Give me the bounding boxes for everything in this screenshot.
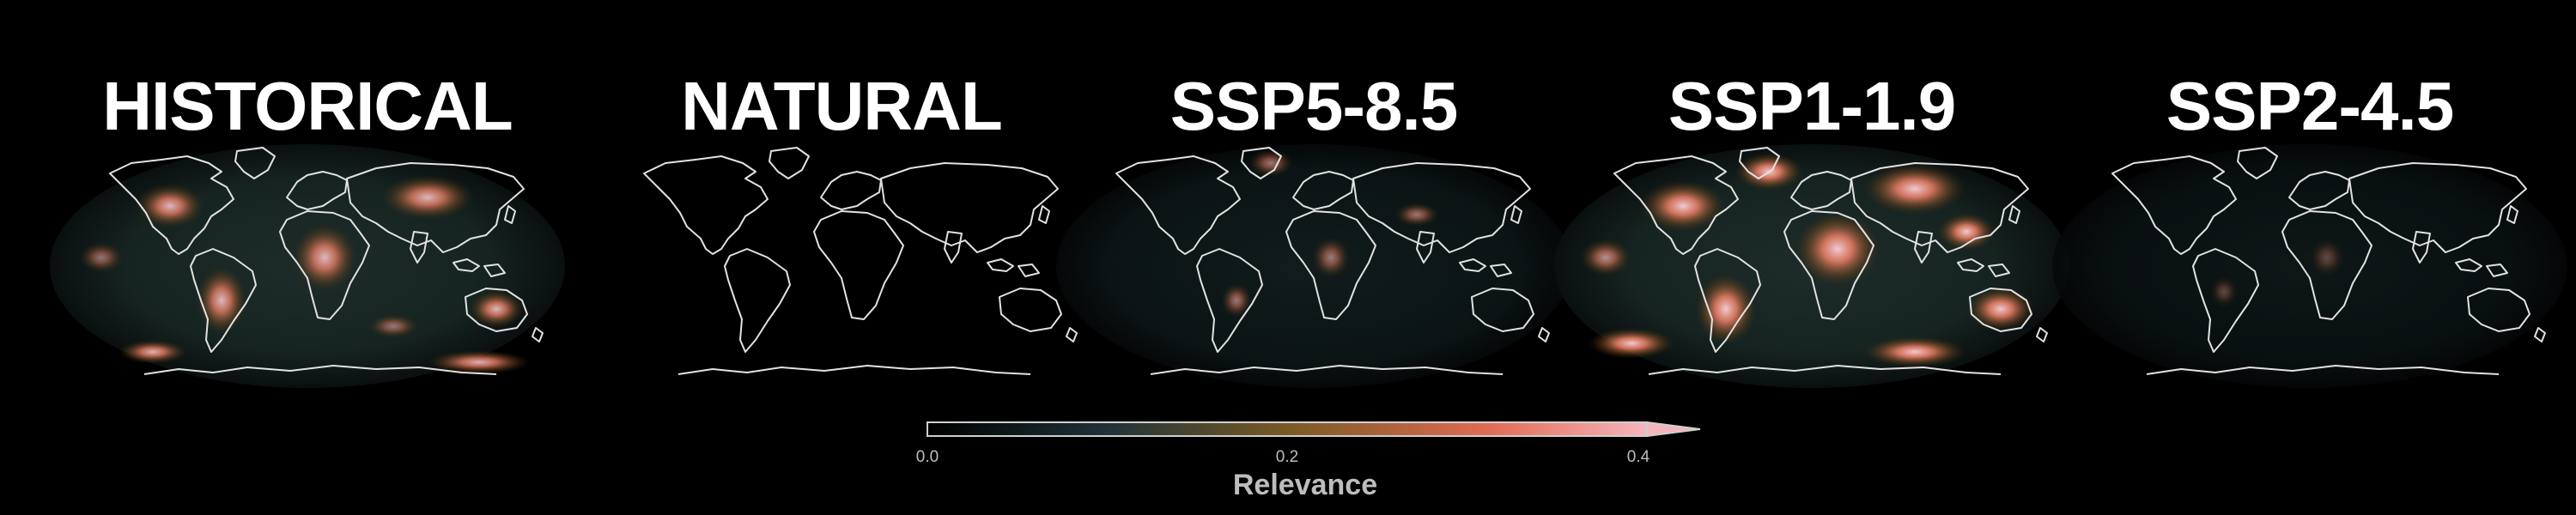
panel-title: SSP5-8.5: [1170, 68, 1458, 144]
panel-ssp5-8-5: SSP5-8.5: [1056, 0, 1571, 395]
panel-title: NATURAL: [681, 68, 1003, 144]
relevance-map: [643, 147, 1078, 375]
panel-title: HISTORICAL: [102, 68, 513, 144]
panel-ssp1-1-9: SSP1-1.9: [1554, 0, 2069, 395]
colorbar-label: Relevance: [1232, 469, 1378, 501]
panel-title: SSP1-1.9: [1668, 68, 1956, 144]
relevance-map: [2052, 144, 2567, 388]
panel-ssp2-4-5: SSP2-4.5: [2052, 0, 2567, 395]
colorbar: 0.0 0.2 0.4 Relevance: [915, 412, 1726, 506]
relevance-map: [1554, 144, 2069, 388]
relevance-map: [1056, 144, 1571, 388]
colorbar-bar: [927, 421, 1701, 438]
panel-natural: NATURAL: [584, 0, 1099, 395]
colorbar-tick: 0.2: [1275, 448, 1299, 466]
panel-historical: HISTORICAL: [50, 0, 565, 395]
colorbar-tick: 0.0: [915, 448, 939, 466]
panel-title: SSP2-4.5: [2166, 68, 2454, 144]
relevance-map: [50, 144, 565, 388]
colorbar-tick: 0.4: [1626, 448, 1650, 466]
